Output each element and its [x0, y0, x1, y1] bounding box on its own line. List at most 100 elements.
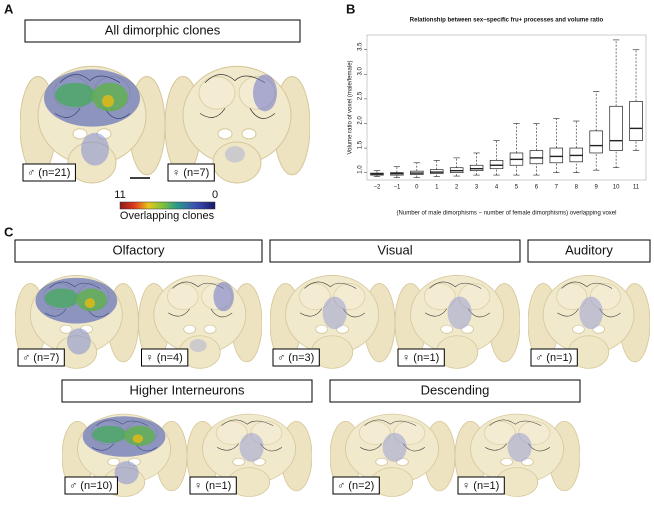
heat-blob [44, 288, 79, 309]
panel-label: C [4, 224, 14, 239]
box [609, 105, 623, 151]
sex-label: ♀ (n=7) [172, 167, 209, 179]
x-tick-label: 10 [613, 185, 620, 191]
x-tick-label: 5 [515, 185, 519, 191]
colorbar-min: 0 [212, 189, 218, 201]
brain-image [455, 413, 580, 497]
plot-frame [366, 34, 647, 181]
box [629, 101, 643, 142]
heat-blob [239, 432, 264, 462]
heat-blob [81, 132, 109, 166]
panel-title: Auditory [565, 242, 613, 257]
sex-label: ♂ (n=1) [535, 352, 572, 364]
brain-image [395, 274, 520, 369]
label-box [22, 163, 76, 182]
sex-label: ♀ (n=1) [462, 480, 499, 492]
y-tick-label: 3.5 [358, 42, 364, 51]
panel-title: Olfactory [112, 242, 165, 257]
x-tick-label: −1 [393, 185, 401, 191]
x-tick-label: 8 [575, 185, 579, 191]
title-box [527, 239, 651, 263]
heat-blob [66, 328, 91, 355]
box [589, 130, 603, 154]
x-tick-label: 4 [495, 185, 499, 191]
panel-title: Visual [377, 242, 412, 257]
box [549, 147, 564, 164]
label-box [64, 476, 118, 495]
x-tick-label: 11 [633, 185, 640, 191]
panel-label: A [4, 1, 14, 16]
brain-image [138, 274, 262, 369]
panel-title: Descending [421, 382, 490, 397]
brain-image [187, 413, 312, 497]
sex-label: ♀ (n=1) [194, 480, 231, 492]
sex-label: ♂ (n=21) [27, 167, 70, 179]
box [529, 150, 544, 165]
heat-blob [322, 296, 347, 330]
heat-blob [253, 74, 277, 112]
label-box [530, 348, 578, 367]
label-box [457, 476, 505, 495]
heat-blob [579, 296, 603, 330]
label-box [272, 348, 320, 367]
brain-image [62, 413, 187, 497]
y-tick-label: 2.0 [358, 116, 364, 125]
sex-label: ♂ (n=3) [277, 352, 314, 364]
x-tick-label: 0 [415, 185, 419, 191]
label-box [141, 348, 189, 367]
y-axis-label: Volume ratio of voxel (male/female) [348, 60, 354, 154]
heat-blob [132, 434, 144, 444]
x-axis-label: (Number of male dimorphisms − number of … [397, 211, 617, 217]
colorbar [119, 201, 216, 210]
label-box [332, 476, 380, 495]
heat-blob [92, 425, 127, 444]
label-box [397, 348, 445, 367]
label-box [167, 163, 215, 182]
y-tick-label: 1.5 [358, 140, 364, 149]
sex-label: ♀ (n=4) [146, 352, 183, 364]
colorbar-max: 11 [114, 189, 125, 201]
heat-blob [507, 432, 532, 462]
label-box [189, 476, 237, 495]
heat-blob [84, 298, 96, 309]
x-tick-label: 6 [535, 185, 539, 191]
heat-blob [114, 461, 139, 485]
sex-label: ♀ (n=1) [402, 352, 439, 364]
title-box [61, 379, 313, 403]
y-tick-label: 1.0 [358, 165, 364, 174]
y-tick-label: 3.0 [358, 66, 364, 75]
box [469, 164, 484, 172]
heat-blob [225, 146, 245, 163]
panel-label: B [346, 1, 355, 16]
brain-image [528, 274, 650, 369]
colorbar-label: Overlapping clones [120, 210, 215, 222]
x-tick-label: 1 [435, 185, 439, 191]
title-box [14, 239, 263, 263]
panel-title: Higher Interneurons [130, 382, 245, 397]
brain-image [330, 413, 455, 497]
brain-image [20, 65, 165, 184]
x-tick-label: 2 [455, 185, 459, 191]
heat-blob [55, 82, 95, 108]
x-tick-label: 7 [555, 185, 559, 191]
heat-blob [382, 432, 407, 462]
heat-blob [447, 296, 472, 330]
title-box [24, 19, 301, 43]
panel-title: All dimorphic clones [105, 22, 221, 37]
brain-image [165, 65, 310, 184]
x-tick-label: −2 [374, 185, 382, 191]
brain-image [270, 274, 395, 369]
brain-image [15, 274, 139, 369]
sex-label: ♂ (n=7) [22, 352, 59, 364]
heat-blob [102, 94, 114, 108]
box [489, 159, 504, 170]
sex-label: ♂ (n=2) [337, 480, 374, 492]
y-tick-label: 2.5 [358, 91, 364, 100]
title-box [329, 379, 581, 403]
heat-blob [213, 281, 234, 312]
label-box [17, 348, 65, 367]
x-tick-label: 9 [595, 185, 599, 191]
chart-title: Relationship between sex−specific fru+ p… [410, 18, 604, 24]
title-box [269, 239, 521, 263]
